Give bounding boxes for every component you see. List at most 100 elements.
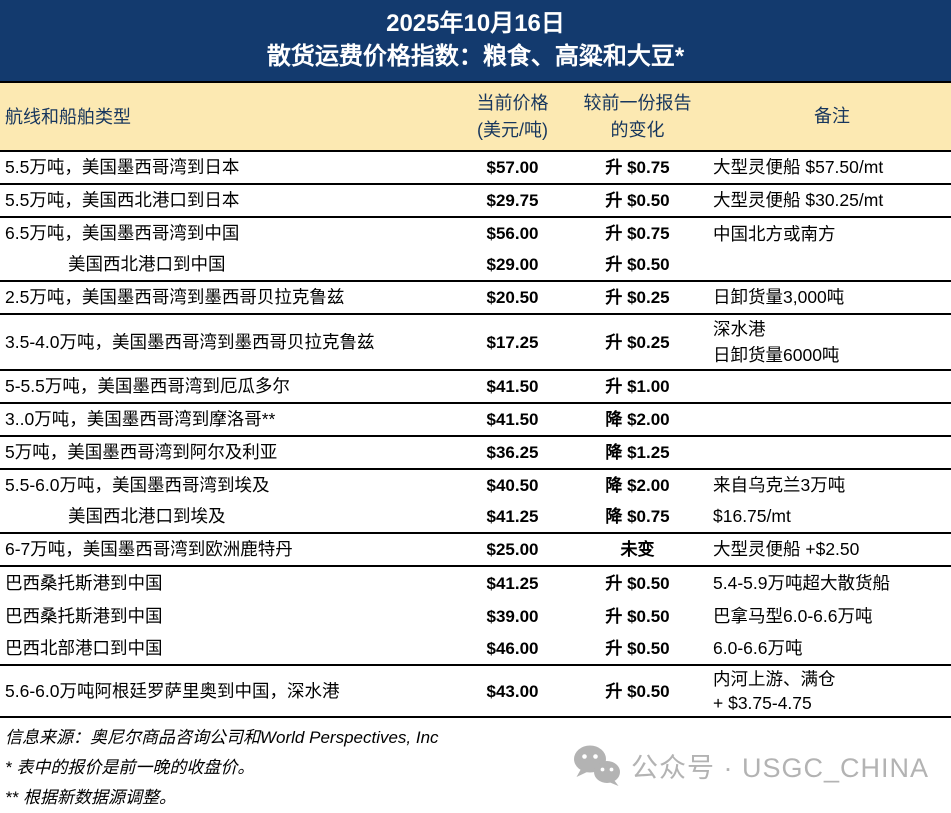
change-value: 降 $2.00	[605, 410, 670, 429]
note-cell: 内河上游、满仓 + $3.75-4.75	[705, 666, 951, 716]
route-text: 6-7万吨，美国墨西哥湾到欧洲鹿特丹	[5, 539, 293, 559]
table-row: 5.5万吨，美国墨西哥湾到日本 $57.00 升 $0.75 大型灵便船 $57…	[0, 152, 951, 185]
table-row: 2.5万吨，美国墨西哥湾到墨西哥贝拉克鲁兹 $20.50 升 $0.25 日卸货…	[0, 282, 951, 315]
note-text: 来自乌克兰3万吨	[713, 475, 846, 495]
price-value: $39.00	[486, 607, 539, 626]
route-cell: 6.5万吨，美国墨西哥湾到中国 美国西北港口到中国	[0, 218, 455, 280]
price-cell: $56.00 $29.00	[455, 218, 570, 280]
change-cell: 升 $0.75	[570, 152, 705, 183]
route-text: 5万吨，美国墨西哥湾到阿尔及利亚	[5, 442, 278, 462]
note-cell	[705, 371, 951, 402]
table-row: 6.5万吨，美国墨西哥湾到中国 美国西北港口到中国 $56.00 $29.00 …	[0, 218, 951, 282]
price-cell: $17.25	[455, 315, 570, 369]
route-text: 3..0万吨，美国墨西哥湾到摩洛哥**	[5, 409, 276, 429]
route-cell: 5万吨，美国墨西哥湾到阿尔及利亚	[0, 437, 455, 468]
change-value: 未变	[620, 540, 655, 559]
price-value: $56.00	[486, 224, 539, 243]
price-value: $40.50	[486, 476, 539, 495]
table-header-row: 航线和船舶类型 当前价格 (美元/吨) 较前一份报告 的变化 备注	[0, 81, 951, 152]
note-cell: 5.4-5.9万吨超大散货船	[705, 567, 951, 600]
note-text: 大型灵便船 $30.25/mt	[713, 190, 884, 210]
table-row: 5.6-6.0万吨阿根廷罗萨里奥到中国，深水港 $43.00 升 $0.50 内…	[0, 666, 951, 718]
route-text: 巴西北部港口到中国	[5, 638, 163, 658]
price-value: $41.50	[486, 377, 539, 396]
table-row: 5.5-6.0万吨，美国墨西哥湾到埃及 美国西北港口到埃及 $40.50 $41…	[0, 470, 951, 534]
note-text: 深水港	[713, 319, 766, 339]
wechat-watermark: 公众号 · USGC_CHINA	[573, 744, 929, 786]
price-value: $46.00	[486, 639, 539, 658]
price-cell: $46.00	[455, 633, 570, 664]
route-cell: 3.5-4.0万吨，美国墨西哥湾到墨西哥贝拉克鲁兹	[0, 315, 455, 369]
source-note: 信息来源：奥尼尔商品咨询公司和World Perspectives, Inc	[5, 728, 439, 747]
price-cell: $20.50	[455, 282, 570, 313]
price-cell: $40.50 $41.25	[455, 470, 570, 532]
change-cell: 降 $2.00 降 $0.75	[570, 470, 705, 532]
column-header-note: 备注	[814, 106, 850, 126]
price-value: $57.00	[486, 158, 539, 177]
route-cell: 5.5万吨，美国墨西哥湾到日本	[0, 152, 455, 183]
note-cell	[705, 404, 951, 435]
footnote-1: * 表中的报价是前一晚的收盘价。	[5, 758, 255, 777]
route-cell: 5.6-6.0万吨阿根廷罗萨里奥到中国，深水港	[0, 666, 455, 716]
route-text: 美国西北港口到中国	[68, 254, 226, 274]
note-text: 6.0-6.6万吨	[713, 638, 803, 658]
note-text: + $3.75-4.75	[713, 693, 812, 713]
note-cell: 中国北方或南方	[705, 218, 951, 280]
change-value: 升 $0.50	[605, 639, 670, 658]
price-value: $43.00	[486, 681, 539, 701]
price-cell: $41.25	[455, 567, 570, 600]
route-cell: 5.5万吨，美国西北港口到日本	[0, 185, 455, 216]
route-cell: 3..0万吨，美国墨西哥湾到摩洛哥**	[0, 404, 455, 435]
change-value: 升 $0.25	[605, 288, 670, 307]
note-text: 内河上游、满仓	[713, 669, 836, 689]
price-value: $41.25	[486, 574, 539, 593]
wechat-icon	[573, 745, 620, 786]
note-text: $16.75/mt	[713, 506, 791, 526]
change-cell: 降 $1.25	[570, 437, 705, 468]
note-cell: 深水港 日卸货量6000吨	[705, 315, 951, 369]
change-cell: 升 $0.50	[570, 185, 705, 216]
column-header-change: 较前一份报告 的变化	[583, 92, 692, 140]
note-cell: 6.0-6.6万吨	[705, 633, 951, 664]
price-value: $17.25	[486, 332, 539, 352]
price-value: $25.00	[486, 540, 539, 559]
change-cell: 升 $0.50	[570, 600, 705, 633]
price-cell: $57.00	[455, 152, 570, 183]
title-banner: 2025年10月16日 散货运费价格指数：粮食、高粱和大豆*	[0, 0, 951, 81]
report-date: 2025年10月16日	[386, 10, 565, 37]
note-cell: 大型灵便船 +$2.50	[705, 534, 951, 565]
page-title: 散货运费价格指数：粮食、高粱和大豆*	[266, 43, 685, 70]
note-text: 日卸货量6000吨	[713, 345, 840, 365]
price-cell: $29.75	[455, 185, 570, 216]
route-text: 5.6-6.0万吨阿根廷罗萨里奥到中国，深水港	[5, 680, 340, 701]
change-value: 升 $0.50	[605, 574, 670, 593]
note-text: 5.4-5.9万吨超大散货船	[713, 573, 890, 593]
table-row: 5万吨，美国墨西哥湾到阿尔及利亚 $36.25 降 $1.25	[0, 437, 951, 470]
route-cell: 5-5.5万吨，美国墨西哥湾到厄瓜多尔	[0, 371, 455, 402]
table-row: 5-5.5万吨，美国墨西哥湾到厄瓜多尔 $41.50 升 $1.00	[0, 371, 951, 404]
footnote-2: ** 根据新数据源调整。	[5, 788, 176, 807]
change-value: 升 $1.00	[605, 377, 670, 396]
price-cell: $41.50	[455, 371, 570, 402]
route-text: 5.5-6.0万吨，美国墨西哥湾到埃及	[5, 475, 270, 495]
table-row: 巴西北部港口到中国 $46.00 升 $0.50 6.0-6.6万吨	[0, 633, 951, 666]
route-cell: 巴西北部港口到中国	[0, 633, 455, 664]
change-value: 升 $0.75	[605, 224, 670, 243]
route-cell: 6-7万吨，美国墨西哥湾到欧洲鹿特丹	[0, 534, 455, 565]
price-cell: $41.50	[455, 404, 570, 435]
route-cell: 巴西桑托斯港到中国	[0, 600, 455, 633]
change-value: 降 $1.25	[605, 443, 670, 462]
route-text: 6.5万吨，美国墨西哥湾到中国	[5, 223, 240, 243]
watermark-text: 公众号 · USGC_CHINA	[630, 752, 929, 783]
note-text: 巴拿马型6.0-6.6万吨	[713, 606, 873, 626]
price-value: $41.50	[486, 410, 539, 429]
change-cell: 升 $0.50	[570, 633, 705, 664]
note-text: 日卸货量3,000吨	[713, 287, 845, 307]
note-cell	[705, 437, 951, 468]
note-text: 大型灵便船 +$2.50	[713, 539, 860, 559]
change-value: 降 $0.75	[605, 507, 670, 526]
change-cell: 升 $0.25	[570, 315, 705, 369]
note-cell: 大型灵便船 $30.25/mt	[705, 185, 951, 216]
change-cell: 升 $0.50	[570, 666, 705, 716]
